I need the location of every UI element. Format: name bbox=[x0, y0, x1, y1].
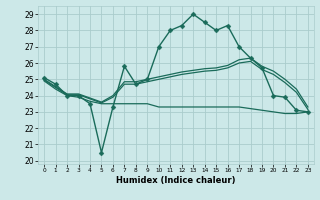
X-axis label: Humidex (Indice chaleur): Humidex (Indice chaleur) bbox=[116, 176, 236, 185]
